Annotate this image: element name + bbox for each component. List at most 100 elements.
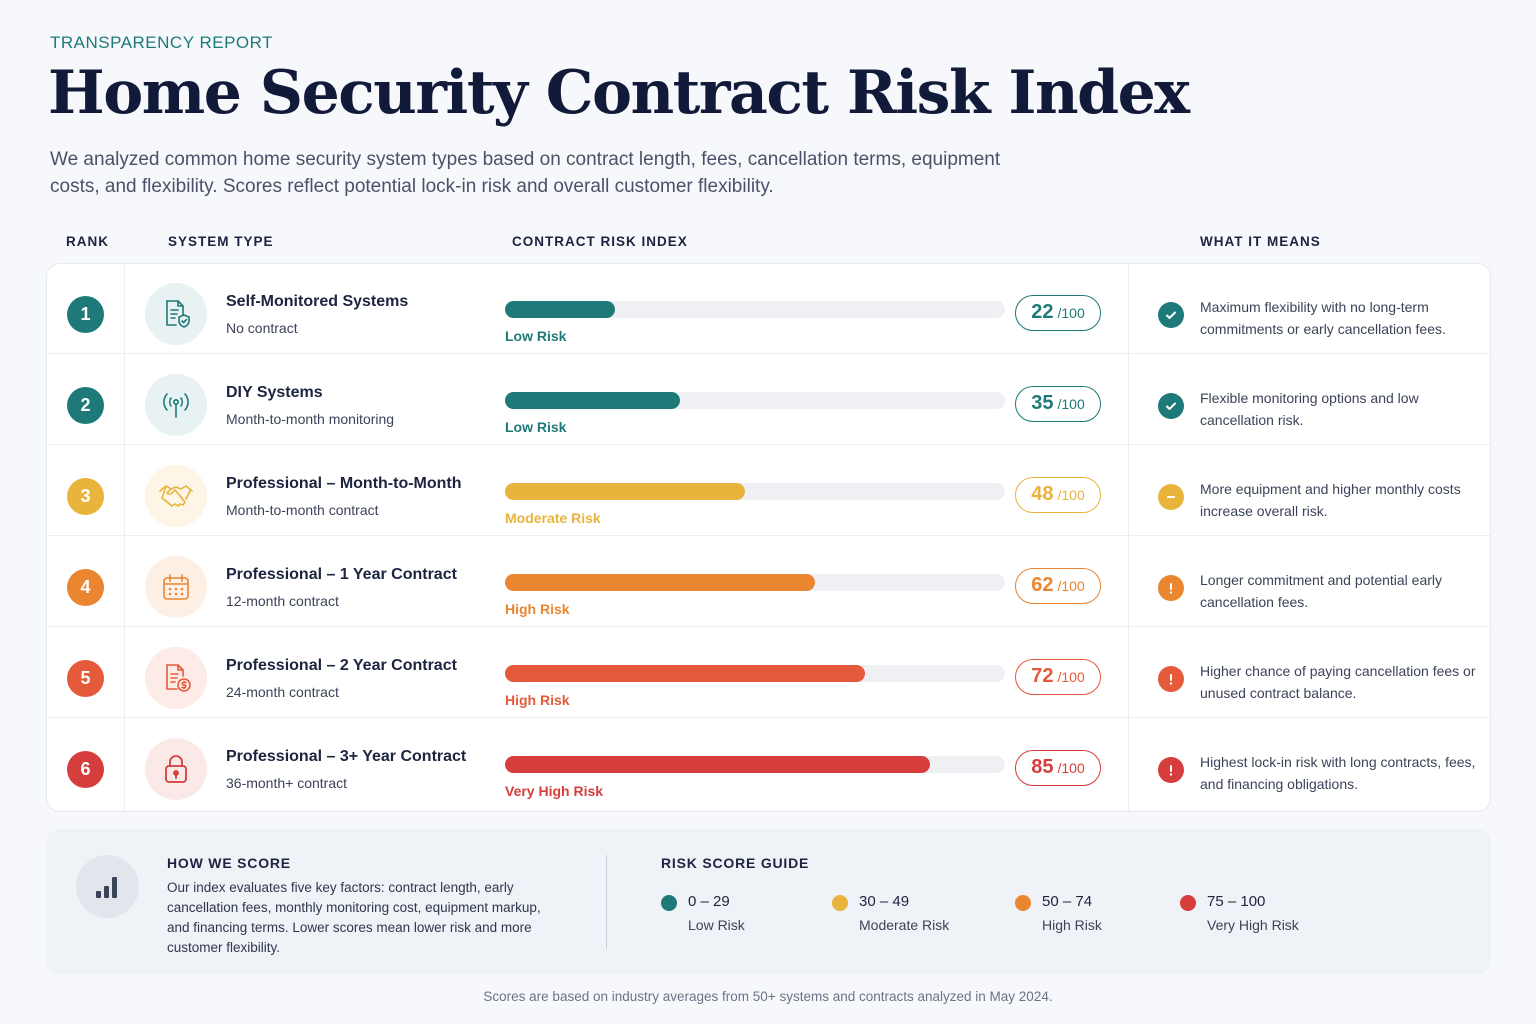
system-name: Professional – 3+ Year Contract — [226, 748, 467, 765]
score-pill: 35 /100 — [1015, 386, 1101, 422]
column-header-meaning: WHAT IT MEANS — [1200, 234, 1321, 249]
bar-chart-icon — [76, 855, 139, 918]
guide-color-dot — [1180, 895, 1196, 911]
system-contract: Month-to-month contract — [226, 502, 379, 518]
system-contract: 12-month contract — [226, 593, 339, 609]
eyebrow: TRANSPARENCY REPORT — [50, 33, 273, 52]
risk-bar — [505, 392, 680, 409]
page-title: Home Security Contract Risk Index — [48, 58, 1190, 128]
guide-range: 0 – 29 — [688, 893, 730, 910]
score-pill: 85 /100 — [1015, 750, 1101, 786]
guide-label: Moderate Risk — [859, 917, 950, 933]
check-icon — [1158, 302, 1184, 328]
footnote: Scores are based on industry averages fr… — [483, 989, 1053, 1004]
score-pill: 22 /100 — [1015, 295, 1101, 331]
check-icon — [1158, 393, 1184, 419]
risk-bar-track — [505, 574, 1005, 591]
rank-badge: 4 — [67, 569, 104, 606]
rank-badge: 3 — [67, 478, 104, 515]
risk-bar-track — [505, 665, 1005, 682]
risk-bar-track — [505, 301, 1005, 318]
antenna-signal-icon — [145, 374, 207, 436]
rank-badge: 5 — [67, 660, 104, 697]
meaning-text: Highest lock-in risk with long contracts… — [1200, 754, 1476, 792]
risk-level-label: Very High Risk — [505, 783, 604, 799]
risk-table: 1 Self-Monitored Systems No contract Low… — [46, 263, 1491, 812]
table-row: 6 Professional – 3+ Year Contract 36-mon… — [47, 719, 1490, 809]
system-name: Professional – Month-to-Month — [226, 475, 462, 492]
table-row: 1 Self-Monitored Systems No contract Low… — [47, 264, 1490, 354]
column-header-rank: RANK — [66, 234, 109, 249]
table-row: 3 Professional – Month-to-Month Month-to… — [47, 446, 1490, 536]
meaning-text: Longer commitment and potential early ca… — [1200, 572, 1443, 610]
meaning-text: Higher chance of paying cancellation fee… — [1200, 663, 1476, 701]
system-contract: 36-month+ contract — [226, 775, 348, 791]
guide-color-dot — [1015, 895, 1031, 911]
system-name: Self-Monitored Systems — [226, 293, 409, 310]
panel-divider — [606, 855, 607, 949]
guide-color-dot — [661, 895, 677, 911]
guide-range: 50 – 74 — [1042, 893, 1093, 910]
column-divider — [1128, 264, 1129, 811]
risk-level-label: High Risk — [505, 601, 570, 617]
table-row: 2 DIY Systems Month-to-month monitoring … — [47, 355, 1490, 445]
page-subtitle: We analyzed common home security system … — [50, 149, 1001, 197]
score-value: 48 — [1031, 483, 1054, 505]
risk-bar-track — [505, 756, 1005, 773]
exclamation-icon — [1158, 666, 1184, 692]
how-we-score-text: Our index evaluates five key factors: co… — [167, 880, 541, 955]
padlock-icon — [145, 738, 207, 800]
document-dollar-icon — [145, 647, 207, 709]
score-denominator: /100 — [1057, 396, 1085, 412]
risk-level-label: Low Risk — [505, 328, 567, 344]
score-value: 62 — [1031, 574, 1054, 596]
column-header-system-type: SYSTEM TYPE — [168, 234, 274, 249]
score-value: 85 — [1031, 756, 1054, 778]
score-denominator: /100 — [1057, 578, 1085, 594]
risk-bar-track — [505, 392, 1005, 409]
score-value: 22 — [1031, 301, 1054, 323]
exclamation-icon — [1158, 757, 1184, 783]
score-value: 35 — [1031, 392, 1054, 414]
score-denominator: /100 — [1057, 669, 1085, 685]
system-contract: 24-month contract — [226, 684, 339, 700]
guide-range: 75 – 100 — [1207, 893, 1266, 910]
rank-badge: 2 — [67, 387, 104, 424]
exclamation-icon — [1158, 575, 1184, 601]
system-name: Professional – 2 Year Contract — [226, 657, 457, 674]
guide-label: Very High Risk — [1207, 917, 1299, 933]
meaning-text: Maximum flexibility with no long-term co… — [1200, 299, 1446, 337]
calendar-icon — [145, 556, 207, 618]
column-header-index: CONTRACT RISK INDEX — [512, 234, 688, 249]
score-denominator: /100 — [1057, 305, 1085, 321]
risk-bar — [505, 301, 615, 318]
risk-bar — [505, 574, 815, 591]
system-name: Professional – 1 Year Contract — [226, 566, 457, 583]
risk-bar — [505, 756, 930, 773]
rank-badge: 6 — [67, 751, 104, 788]
score-pill: 48 /100 — [1015, 477, 1101, 513]
table-row: 5 Professional – 2 Year Contract 24-mont… — [47, 628, 1490, 718]
risk-bar — [505, 483, 745, 500]
system-contract: Month-to-month monitoring — [226, 411, 395, 427]
risk-level-label: High Risk — [505, 692, 570, 708]
column-divider — [124, 264, 125, 811]
guide-label: Low Risk — [688, 917, 745, 933]
score-denominator: /100 — [1057, 760, 1085, 776]
meaning-text: Flexible monitoring options and low canc… — [1200, 390, 1419, 428]
rank-badge: 1 — [67, 296, 104, 333]
table-row: 4 Professional – 1 Year Contract 12-mont… — [47, 537, 1490, 627]
guide-label: High Risk — [1042, 917, 1102, 933]
guide-range: 30 – 49 — [859, 893, 910, 910]
risk-level-label: Low Risk — [505, 419, 567, 435]
how-we-score-heading: HOW WE SCORE — [167, 855, 291, 871]
minus-icon — [1158, 484, 1184, 510]
score-pill: 72 /100 — [1015, 659, 1101, 695]
risk-bar — [505, 665, 865, 682]
score-denominator: /100 — [1057, 487, 1085, 503]
score-value: 72 — [1031, 665, 1054, 687]
how-we-score-panel: HOW WE SCORE Our index evaluates five ke… — [46, 829, 1491, 974]
system-contract: No contract — [226, 320, 298, 336]
risk-level-label: Moderate Risk — [505, 510, 601, 526]
risk-score-guide-heading: RISK SCORE GUIDE — [661, 855, 810, 871]
